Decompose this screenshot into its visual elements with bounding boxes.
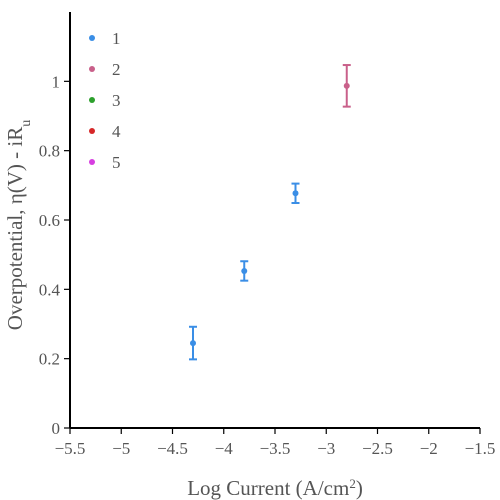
y-axis-title: Overpotential, η(V) - iRu [3,120,34,330]
legend-marker [89,97,95,103]
legend-item-2[interactable]: 2 [89,60,121,79]
x-tick-label: −3 [317,439,335,458]
x-tick-label: −1.5 [465,439,496,458]
legend-label: 5 [112,153,121,172]
legend-marker [89,159,95,165]
y-tick-label: 1 [52,72,61,91]
legend: 1 2 3 4 5 [89,29,121,172]
data-point-series-1 [240,261,248,280]
plot-area [189,65,351,359]
x-tick-label: −5 [112,439,130,458]
y-tick-label: 0.6 [39,211,60,230]
legend-label: 4 [112,122,121,141]
legend-marker [89,128,95,134]
y-tick-label: 0 [52,419,61,438]
data-point-series-1 [189,327,197,360]
x-tick-label: −2.5 [362,439,393,458]
x-tick-label: −3.5 [260,439,291,458]
y-tick-label: 0.8 [39,142,60,161]
data-marker [241,268,247,274]
data-point-series-2 [343,65,351,107]
y-tick-label: 0.2 [39,350,60,369]
data-point-series-1 [292,184,300,203]
x-tick-label: −5.5 [55,439,86,458]
x-axis-title: Log Current (A/cm2) [187,476,363,500]
legend-label: 2 [112,60,121,79]
y-axis: 0 0.2 0.4 0.6 0.8 1 [39,12,70,438]
x-tick-label: −4.5 [157,439,188,458]
legend-item-1[interactable]: 1 [89,29,121,48]
legend-label: 1 [112,29,121,48]
legend-item-5[interactable]: 5 [89,153,121,172]
x-tick-label: −2 [420,439,438,458]
y-tick-label: 0.4 [39,280,61,299]
legend-marker [89,35,95,41]
legend-item-4[interactable]: 4 [89,122,121,141]
x-tick-label: −4 [215,439,234,458]
data-marker [293,190,299,196]
x-axis: −5.5 −5 −4.5 −4 −3.5 −3 −2.5 −2 −1.5 [55,428,496,458]
legend-label: 3 [112,91,121,110]
data-marker [190,340,196,346]
legend-item-3[interactable]: 3 [89,91,121,110]
data-marker [344,83,350,89]
legend-marker [89,66,95,72]
